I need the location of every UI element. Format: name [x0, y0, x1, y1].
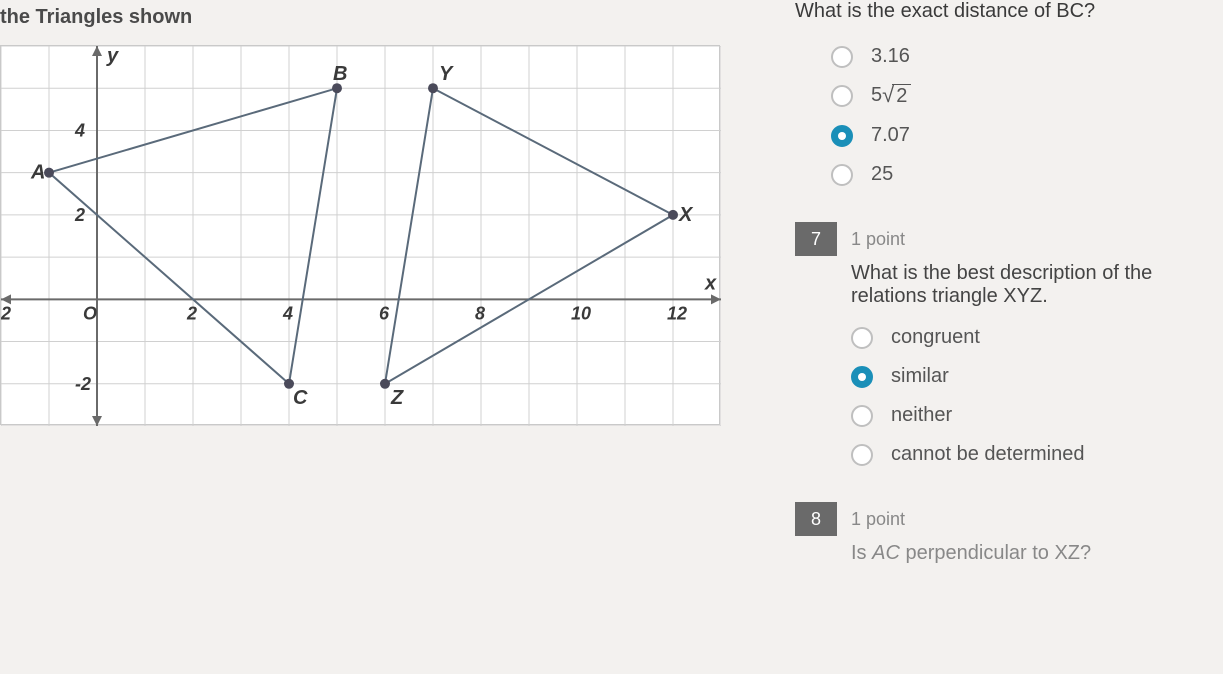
q7-option-2[interactable]: neither [795, 396, 1223, 435]
q6-option-2[interactable]: 7.07 [795, 116, 1223, 155]
svg-text:4: 4 [74, 120, 85, 140]
option-label: 25 [871, 163, 893, 186]
q8-text-math: AC [872, 542, 900, 564]
svg-text:A: A [30, 162, 45, 184]
q8-text-prefix: Is [851, 542, 872, 564]
q7-option-3[interactable]: cannot be determined [795, 435, 1223, 474]
option-label: similar [891, 365, 949, 388]
option-label: congruent [891, 326, 980, 349]
svg-text:2: 2 [186, 303, 197, 323]
svg-text:O: O [83, 303, 97, 323]
coordinate-grid: -2 O 2 4 6 8 10 12 -2 2 4 y x A B C Y X Z [0, 45, 720, 425]
q8-number-badge: 8 [795, 502, 837, 536]
option-label: 5√2 [871, 84, 911, 108]
svg-text:X: X [678, 204, 694, 226]
q6-options: 3.16 5√2 7.07 25 [795, 37, 1223, 194]
q7-option-0[interactable]: congruent [795, 318, 1223, 357]
q6-option-1[interactable]: 5√2 [795, 76, 1223, 116]
q6-text: What is the exact distance of BC? [795, 0, 1223, 23]
q7-points: 1 point [851, 229, 905, 250]
radio-icon[interactable] [831, 46, 853, 68]
diagram-title: the Triangles shown [0, 0, 780, 39]
svg-text:Y: Y [439, 63, 454, 85]
svg-text:8: 8 [475, 303, 485, 323]
radio-icon[interactable] [831, 125, 853, 147]
questions-panel: What is the exact distance of BC? 3.16 5√… [795, 0, 1223, 565]
svg-text:4: 4 [282, 303, 293, 323]
radio-icon[interactable] [831, 164, 853, 186]
q8-header: 8 1 point [795, 502, 1223, 536]
q7-option-1[interactable]: similar [795, 357, 1223, 396]
svg-text:-2: -2 [75, 374, 91, 394]
radio-icon[interactable] [831, 85, 853, 107]
q6-option-3[interactable]: 25 [795, 155, 1223, 194]
q7-header: 7 1 point [795, 222, 1223, 256]
svg-text:x: x [704, 272, 717, 294]
q7-options: congruent similar neither cannot be determi… [795, 318, 1223, 474]
svg-text:B: B [333, 63, 347, 85]
radio-icon[interactable] [851, 444, 873, 466]
q8-text: Is AC perpendicular to XZ? [795, 542, 1223, 565]
svg-text:12: 12 [667, 303, 687, 323]
svg-text:-2: -2 [1, 303, 11, 323]
q7-text: What is the best description of the rela… [795, 262, 1223, 308]
radio-icon[interactable] [851, 405, 873, 427]
q8-points: 1 point [851, 509, 905, 530]
svg-text:6: 6 [379, 303, 390, 323]
option-label: cannot be determined [891, 443, 1084, 466]
radio-icon[interactable] [851, 327, 873, 349]
option-label: 3.16 [871, 45, 910, 68]
radio-icon[interactable] [851, 366, 873, 388]
svg-text:Z: Z [390, 387, 404, 409]
q6-option-0[interactable]: 3.16 [795, 37, 1223, 76]
svg-text:10: 10 [571, 303, 591, 323]
option-label: neither [891, 404, 952, 427]
svg-text:C: C [293, 387, 308, 409]
q8-text-suffix: perpendicular to XZ? [900, 542, 1091, 564]
svg-text:2: 2 [74, 205, 85, 225]
option-label: 7.07 [871, 124, 910, 147]
diagram-panel: the Triangles shown -2 O 2 4 6 8 10 12 -2 2 4 y x A B C… [0, 0, 780, 425]
q7-number-badge: 7 [795, 222, 837, 256]
svg-text:y: y [106, 46, 119, 67]
